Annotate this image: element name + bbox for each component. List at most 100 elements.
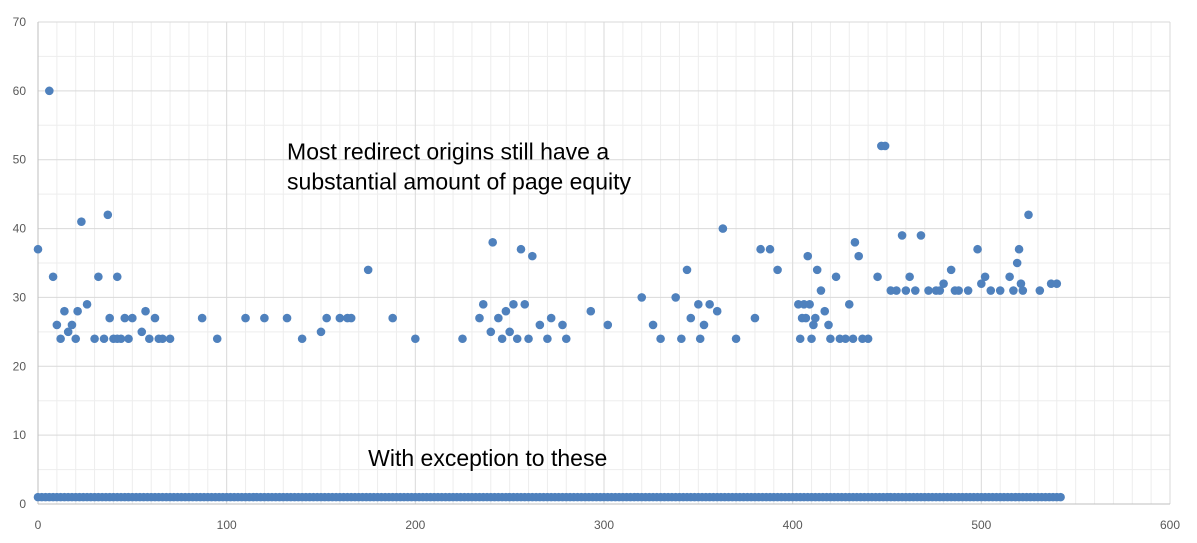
- data-point: [805, 300, 814, 309]
- data-point: [297, 334, 307, 344]
- data-point: [543, 334, 552, 344]
- data-point: [1016, 279, 1026, 288]
- y-tick-label: 10: [13, 428, 27, 442]
- data-point: [165, 334, 175, 344]
- data-point: [1024, 210, 1033, 220]
- data-point: [241, 313, 250, 323]
- data-point: [1009, 286, 1018, 295]
- data-point: [901, 286, 911, 295]
- data-point: [1014, 244, 1024, 254]
- x-tick-label: 100: [217, 518, 237, 532]
- data-point: [820, 306, 830, 316]
- data-point: [509, 300, 518, 309]
- data-point: [686, 313, 696, 323]
- data-point: [824, 320, 833, 330]
- data-point: [141, 306, 150, 316]
- data-point: [1018, 286, 1028, 295]
- data-point: [282, 313, 292, 323]
- data-point: [811, 313, 820, 323]
- data-point: [603, 320, 613, 330]
- data-point: [561, 334, 571, 344]
- data-point: [886, 286, 896, 295]
- data-point: [528, 251, 537, 261]
- data-point: [637, 293, 647, 302]
- data-point: [520, 300, 530, 309]
- data-point: [897, 231, 907, 240]
- annotation-line: Most redirect origins still have a: [287, 139, 609, 165]
- data-point: [980, 272, 990, 282]
- x-tick-label: 300: [594, 518, 614, 532]
- data-point: [812, 265, 822, 275]
- data-point: [60, 306, 69, 316]
- data-point: [45, 86, 54, 96]
- data-point: [486, 327, 496, 337]
- data-point: [995, 286, 1005, 295]
- y-tick-label: 40: [13, 222, 27, 236]
- data-point: [524, 334, 533, 344]
- data-point: [1012, 258, 1022, 268]
- data-point: [718, 224, 728, 233]
- exception-note: With exception to these: [368, 445, 607, 471]
- equity-note: Most redirect origins still have a substa…: [287, 139, 631, 195]
- y-tick-label: 70: [13, 15, 27, 29]
- x-tick-label: 0: [35, 518, 42, 532]
- data-point: [848, 334, 858, 344]
- data-point: [699, 320, 709, 330]
- x-tick-label: 500: [971, 518, 991, 532]
- data-point: [809, 320, 818, 330]
- data-point: [103, 210, 113, 220]
- data-point: [33, 244, 43, 254]
- data-point: [682, 265, 692, 275]
- annotation-line: With exception to these: [368, 445, 607, 471]
- data-point: [488, 238, 497, 247]
- data-point: [128, 313, 137, 323]
- data-point: [94, 272, 103, 282]
- data-point: [586, 306, 596, 316]
- data-point: [516, 244, 526, 254]
- data-point: [826, 334, 835, 344]
- data-point: [924, 286, 933, 295]
- data-point: [505, 327, 514, 337]
- data-point: [546, 313, 556, 323]
- data-point: [346, 313, 356, 323]
- data-point: [950, 286, 960, 295]
- data-point: [158, 334, 167, 344]
- data-point: [52, 320, 62, 330]
- data-point: [854, 251, 863, 261]
- data-point: [671, 293, 680, 302]
- y-tick-label: 60: [13, 84, 27, 98]
- data-point: [137, 327, 147, 337]
- data-point: [750, 313, 760, 323]
- data-point: [986, 286, 996, 295]
- data-point: [880, 141, 890, 151]
- data-point: [756, 244, 765, 254]
- data-point: [694, 300, 703, 309]
- data-point: [850, 238, 860, 247]
- data-point: [67, 320, 77, 330]
- data-point: [316, 327, 326, 337]
- data-point: [905, 272, 914, 282]
- data-point: [935, 286, 945, 295]
- data-point: [558, 320, 567, 330]
- data-point: [844, 300, 854, 309]
- annotation-line: substantial amount of page equity: [287, 169, 631, 195]
- data-point: [411, 334, 420, 344]
- data-point: [731, 334, 741, 344]
- data-point: [807, 334, 816, 344]
- data-point: [212, 334, 222, 344]
- x-tick-label: 600: [1160, 518, 1180, 532]
- data-point: [475, 313, 484, 323]
- data-point: [99, 334, 109, 344]
- data-point: [1005, 272, 1014, 282]
- data-point: [712, 306, 722, 316]
- data-point: [112, 272, 122, 282]
- data-point: [82, 300, 92, 309]
- data-point: [512, 334, 522, 344]
- data-point: [73, 306, 82, 316]
- data-point: [322, 313, 331, 323]
- data-point: [795, 334, 805, 344]
- x-tick-label: 200: [405, 518, 425, 532]
- data-point: [63, 327, 73, 337]
- data-point: [705, 300, 714, 309]
- data-point: [977, 279, 986, 288]
